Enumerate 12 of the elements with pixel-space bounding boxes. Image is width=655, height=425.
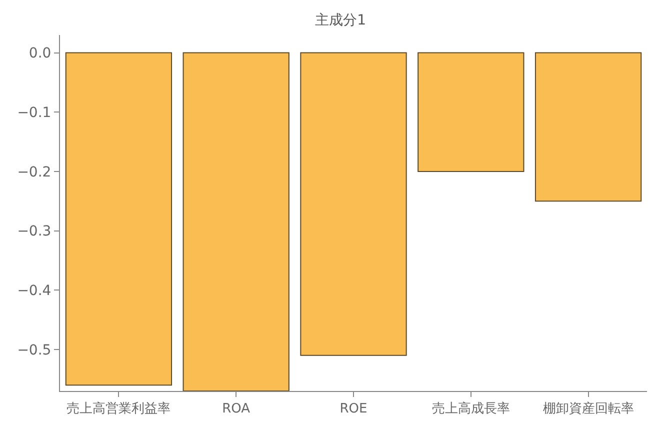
x-tick-label: ROE (340, 402, 368, 417)
y-tick-label: 0.0 (28, 46, 52, 62)
x-tick-label: ROA (222, 402, 250, 417)
x-tick-label: 売上高成長率 (432, 400, 510, 417)
y-tick-label: −0.2 (17, 164, 52, 180)
y-tick-label: −0.3 (17, 224, 52, 240)
y-tick-label: −0.1 (17, 105, 52, 122)
chart-title: 主成分1 (315, 12, 366, 29)
x-tick-label: 棚卸資産回転率 (542, 400, 634, 417)
y-tick-label: −0.5 (17, 342, 52, 358)
x-tick-label: 売上高営業利益率 (66, 400, 171, 417)
y-tick-label: −0.4 (17, 283, 52, 300)
